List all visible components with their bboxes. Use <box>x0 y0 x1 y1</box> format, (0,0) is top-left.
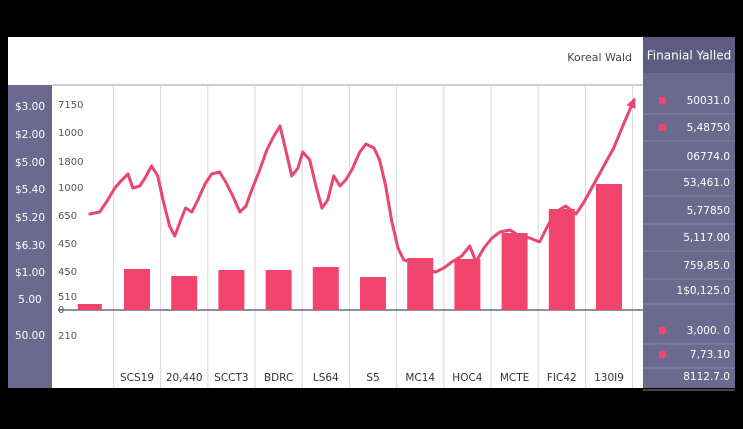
line-series <box>88 98 636 274</box>
bar <box>454 259 481 310</box>
x-tick-label: HOC4 <box>452 372 482 384</box>
x-tick-label: S5 <box>366 372 379 384</box>
bar <box>360 277 386 310</box>
side-label: 5.00 <box>18 294 41 306</box>
row-marker <box>659 351 666 358</box>
chart-panel <box>8 37 645 388</box>
side-label: $5.00 <box>15 157 45 169</box>
axis-label: 450 <box>58 267 77 278</box>
axis-label: 650 <box>58 211 77 222</box>
row-marker <box>659 327 666 334</box>
legend-label: Koreal Wald <box>567 51 632 64</box>
bar <box>548 209 575 310</box>
x-tick-label: 20,440 <box>166 372 203 384</box>
row-value: 8112.7.0 <box>683 371 730 383</box>
axis-label: 7150 <box>58 100 83 111</box>
axis-label: 450 <box>58 239 77 250</box>
row-value: 5,117.00 <box>683 232 730 244</box>
x-tick-label: SCCT3 <box>214 372 248 384</box>
bar <box>171 276 198 310</box>
x-tick-label: FIC42 <box>547 372 577 384</box>
row-value: 1$0,125.0 <box>677 285 730 297</box>
axis-label: 0 <box>58 305 64 316</box>
right-panel-header <box>643 37 735 73</box>
row-value: 3,000. 0 <box>687 325 730 337</box>
side-label: $5.20 <box>15 212 45 224</box>
row-value: 7,73.10 <box>690 349 730 361</box>
x-tick-label: LS64 <box>313 372 339 384</box>
bar <box>218 270 245 310</box>
axis-label: 1000 <box>58 128 83 139</box>
x-tick-label: SCS19 <box>120 372 154 384</box>
row-value: 50031.0 <box>687 95 730 107</box>
row-value: 759,85.0 <box>683 260 730 272</box>
x-tick-label: BDRC <box>264 372 293 384</box>
bar <box>265 270 292 310</box>
left-strip <box>8 85 52 388</box>
side-label: $1.00 <box>15 267 45 279</box>
axis-label: 1000 <box>58 183 83 194</box>
row-marker <box>659 97 666 104</box>
row-value: 5,77850 <box>687 205 730 217</box>
side-label: $3.00 <box>15 101 45 113</box>
panel-title: Finanial Yalled <box>647 49 731 63</box>
side-label: $5.40 <box>15 184 45 196</box>
axis-label: 1800 <box>58 157 83 168</box>
axis-label: 210 <box>58 331 77 342</box>
side-label: 50.00 <box>15 330 45 342</box>
bar <box>77 304 102 310</box>
row-marker <box>659 124 666 131</box>
right-panel <box>643 37 735 388</box>
x-tick-label: MC14 <box>405 372 435 384</box>
x-tick-label: 130I9 <box>594 372 624 384</box>
row-value: 53,461.0 <box>683 177 730 189</box>
axis-label: 510 <box>58 292 77 303</box>
side-label: $2.00 <box>15 129 45 141</box>
row-value: 5,48750 <box>687 122 730 134</box>
bar <box>124 269 150 310</box>
row-value: 06774.0 <box>687 151 730 163</box>
bar <box>312 267 339 310</box>
x-tick-label: MCTE <box>500 372 529 384</box>
bar <box>501 233 528 310</box>
side-label: $6.30 <box>15 240 45 252</box>
bar <box>596 184 622 310</box>
line-arrowhead <box>626 97 636 109</box>
